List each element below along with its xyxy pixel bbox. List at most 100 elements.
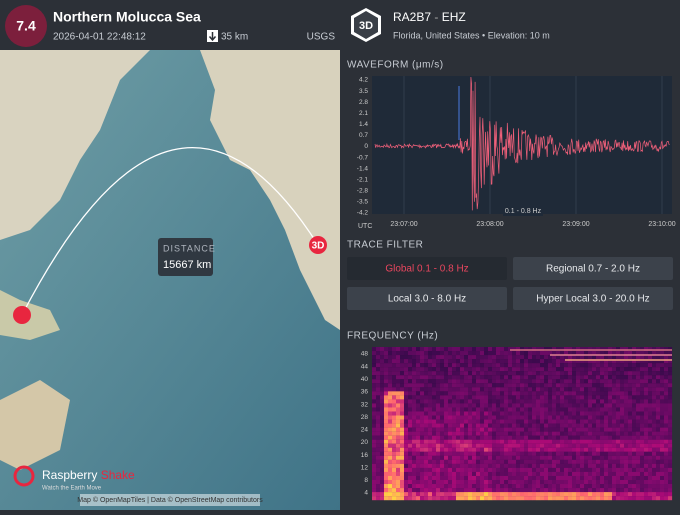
spectrogram-cell [640, 484, 645, 489]
spectrogram-cell [632, 439, 637, 444]
spectrogram-cell [512, 447, 517, 452]
spectrogram-cell [664, 379, 669, 384]
spectrogram-cell [640, 403, 645, 408]
spectrogram-cell [636, 447, 641, 452]
spectrogram-cell [596, 399, 601, 404]
spectrogram-cell [412, 407, 417, 412]
frequency-y-tick: 48 [361, 351, 369, 358]
spectrogram-cell [572, 419, 577, 424]
station-marker[interactable] [309, 236, 327, 254]
spectrogram-cell [584, 415, 589, 420]
spectrogram-cell [656, 435, 661, 440]
spectrogram-cell [544, 484, 549, 489]
spectrogram-cell [444, 431, 449, 436]
spectrogram-cell [616, 475, 621, 481]
spectrogram-cell [528, 451, 533, 456]
spectrogram-cell [668, 496, 673, 501]
spectrogram-cell [420, 427, 425, 432]
spectrogram-cell [404, 439, 409, 444]
spectrogram-cell [472, 443, 477, 448]
filter-button-label[interactable]: Hyper Local 3.0 - 20.0 Hz [536, 294, 649, 305]
filter-button[interactable] [347, 287, 507, 310]
spectrogram-cell [432, 359, 437, 364]
spectrogram-cell [632, 451, 637, 456]
spectrogram-cell [592, 403, 597, 408]
spectrogram-cell [652, 427, 657, 432]
spectrogram-cell [412, 423, 417, 428]
spectrogram-cell [568, 484, 573, 489]
spectrogram-cell [460, 451, 465, 456]
epicenter[interactable] [13, 306, 31, 324]
spectrogram-cell [628, 403, 633, 408]
spectrogram-cell [644, 471, 649, 477]
spectrogram-cell [668, 439, 673, 444]
spectrogram-cell [432, 443, 437, 448]
spectrogram-cell [584, 443, 589, 448]
spectrogram-cell [536, 447, 541, 452]
spectrogram-cell [648, 439, 653, 444]
spectrogram-cell [604, 383, 609, 388]
spectrogram-cell [584, 439, 589, 444]
spectrogram-cell [612, 371, 617, 376]
spectrogram-cell [524, 475, 529, 481]
filter-button-label[interactable]: Local 3.0 - 8.0 Hz [388, 294, 466, 305]
spectrogram-cell [412, 427, 417, 432]
spectrogram-cell [476, 455, 481, 460]
spectrogram-cell [492, 407, 497, 412]
spectrogram-cell [632, 407, 637, 412]
spectrogram-cell [564, 387, 569, 392]
spectrogram-cell [596, 463, 601, 468]
spectrogram-cell [372, 387, 377, 392]
spectrogram-cell [592, 411, 597, 416]
spectrogram-cell [524, 415, 529, 420]
spectrogram-cell [384, 447, 389, 452]
spectrogram-cell [592, 451, 597, 456]
spectrogram-cell [616, 492, 621, 497]
filter-button-label[interactable]: Regional 0.7 - 2.0 Hz [546, 264, 640, 275]
filter-button[interactable] [347, 257, 507, 280]
spectrogram-cell [384, 467, 389, 472]
spectrogram-cell [612, 419, 617, 424]
spectrogram-cell [520, 403, 525, 408]
spectrogram-cell [372, 379, 377, 384]
spectrogram-cell [572, 471, 577, 477]
filter-button[interactable] [513, 287, 673, 310]
spectrogram-cell [388, 415, 393, 420]
spectrogram-cell [384, 367, 389, 372]
spectrogram-cell [624, 439, 629, 444]
spectrogram-cell [560, 399, 565, 404]
spectrogram-cell [640, 435, 645, 440]
spectrogram-cell [444, 475, 449, 481]
spectrogram-cell [632, 455, 637, 460]
spectrogram-cell [396, 395, 401, 400]
spectrogram-cell [604, 375, 609, 380]
spectrogram-cell [664, 399, 669, 404]
spectrogram-cell [612, 484, 617, 489]
spectrogram-cell [520, 451, 525, 456]
spectrogram-cell [392, 484, 397, 489]
spectrogram-cell [440, 355, 445, 360]
spectrogram-cell [392, 419, 397, 424]
filter-button-label[interactable]: Global 0.1 - 0.8 Hz [385, 264, 468, 275]
spectrogram-cell [580, 439, 585, 444]
spectrogram-cell [608, 347, 613, 352]
spectrogram-cell [604, 431, 609, 436]
station-badge-inner [354, 11, 378, 39]
filter-button[interactable] [513, 257, 673, 280]
spectrogram-cell [432, 479, 437, 485]
spectrogram-cell [472, 439, 477, 444]
spectrogram-cell [456, 423, 461, 428]
spectrogram-cell [636, 443, 641, 448]
spectrogram-cell [464, 407, 469, 412]
spectrogram-cell [444, 387, 449, 392]
spectrogram-cell [652, 475, 657, 481]
spectrogram-cell [568, 431, 573, 436]
spectrogram-cell [428, 355, 433, 360]
spectrogram-cell [376, 447, 381, 452]
spectrogram-cell [480, 359, 485, 364]
spectrogram-cell [384, 439, 389, 444]
spectrogram-cell [664, 403, 669, 408]
spectrogram-cell [556, 435, 561, 440]
spectrogram-cell [372, 455, 377, 460]
spectrogram-cell [428, 475, 433, 481]
